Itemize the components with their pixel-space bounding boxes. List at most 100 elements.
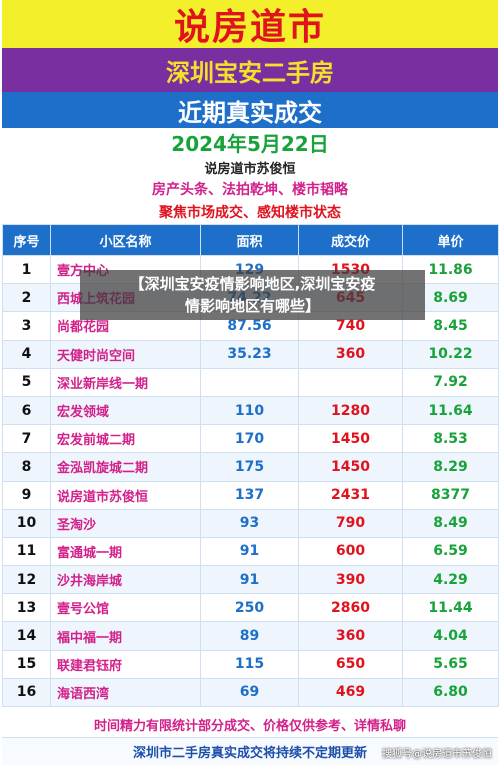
table-row: 7 宏发前城二期 170 1450 8.53 <box>2 424 499 454</box>
cell-index: 5 <box>2 367 51 397</box>
cell-price <box>298 367 403 397</box>
cell-price: 600 <box>298 536 403 567</box>
cell-unit-price: 4.04 <box>402 621 499 651</box>
table-header-row: 序号 小区名称 面积 成交价 单价 <box>2 224 499 256</box>
cell-price: 1450 <box>298 424 403 454</box>
cell-index: 9 <box>2 480 51 510</box>
cell-index: 8 <box>2 452 51 482</box>
table-row: 6 宏发领域 110 1280 11.64 <box>2 395 499 426</box>
cell-unit-price: 7.92 <box>402 367 499 397</box>
cell-area: 93 <box>200 508 299 538</box>
brand-title: 说房道市 <box>2 0 498 48</box>
cell-price: 360 <box>298 339 403 369</box>
cell-price: 469 <box>298 677 403 708</box>
date-label: 2024年5月22日 <box>171 131 329 156</box>
cell-community: 金泓凯旋城二期 <box>50 452 201 482</box>
cell-unit-price: 8.49 <box>402 508 499 538</box>
cell-index: 6 <box>2 395 51 426</box>
cell-price: 2860 <box>298 593 403 623</box>
table-row: 16 海语西湾 69 469 6.80 <box>2 677 499 708</box>
cell-unit-price: 6.59 <box>402 536 499 567</box>
cell-area: 110 <box>200 395 299 426</box>
cell-area: 69 <box>200 677 299 708</box>
cell-index: 15 <box>2 649 51 679</box>
cell-area: 91 <box>200 536 299 567</box>
cell-unit-price: 11.44 <box>402 593 499 623</box>
cell-community: 说房道市苏俊恒 <box>50 480 201 510</box>
cell-unit-price: 10.22 <box>402 339 499 369</box>
cell-index: 3 <box>2 311 51 341</box>
author-label: 说房道市苏俊恒 <box>204 161 296 177</box>
cell-area: 35.23 <box>200 339 299 369</box>
cell-area: 137 <box>200 480 299 510</box>
cell-index: 7 <box>2 424 51 454</box>
cell-index: 11 <box>2 536 51 567</box>
cell-community: 宏发前城二期 <box>50 424 201 454</box>
caption-overlay: 【深圳宝安疫情影响地区,深圳宝安疫 情影响地区有哪些】 <box>80 270 425 320</box>
cell-price: 790 <box>298 508 403 538</box>
footer-note: 时间精力有限统计部分成交、价格仅供参考、详情私聊 <box>93 718 406 734</box>
caption-line-2: 情影响地区有哪些】 <box>184 297 320 315</box>
cell-unit-price: 8.53 <box>402 424 499 454</box>
cell-community: 深业新岸线一期 <box>50 367 201 397</box>
cell-unit-price: 11.64 <box>402 395 499 426</box>
cell-index: 14 <box>2 621 51 651</box>
subtitle-banner: 深圳宝安二手房 <box>2 48 498 92</box>
section-banner: 近期真实成交 <box>2 92 498 128</box>
cell-community: 富通城一期 <box>50 536 201 567</box>
cell-price: 1280 <box>298 395 403 426</box>
cell-price: 650 <box>298 649 403 679</box>
table-row: 4 天健时尚空间 35.23 360 10.22 <box>2 339 499 369</box>
tagline-primary: 房产头条、法拍乾坤、楼市韬略 <box>152 182 348 198</box>
header-unit-price: 单价 <box>402 224 499 256</box>
cell-index: 13 <box>2 593 51 623</box>
table-row: 9 说房道市苏俊恒 137 2431 8377 <box>2 480 499 510</box>
cell-area: 89 <box>200 621 299 651</box>
cell-unit-price: 4.29 <box>402 565 499 595</box>
cell-price: 2431 <box>298 480 403 510</box>
cell-community: 沙井海岸城 <box>50 565 201 595</box>
watermark: 搜狐号@说房道市苏俊恒 <box>382 749 492 760</box>
table-row: 12 沙井海岸城 91 390 4.29 <box>2 565 499 595</box>
header-price: 成交价 <box>298 224 403 256</box>
cell-area: 175 <box>200 452 299 482</box>
cell-community: 天健时尚空间 <box>50 339 201 369</box>
cell-unit-price: 8.29 <box>402 452 499 482</box>
table-row: 11 富通城一期 91 600 6.59 <box>2 536 499 567</box>
cell-unit-price: 6.80 <box>402 677 499 708</box>
cell-price: 360 <box>298 621 403 651</box>
cell-index: 4 <box>2 339 51 369</box>
table-row: 14 福中福一期 89 360 4.04 <box>2 621 499 651</box>
cell-area: 170 <box>200 424 299 454</box>
caption-line-1: 【深圳宝安疫情影响地区,深圳宝安疫 <box>129 275 376 293</box>
cell-index: 1 <box>2 254 51 285</box>
header-community: 小区名称 <box>50 224 201 256</box>
cell-unit-price: 5.65 <box>402 649 499 679</box>
cell-community: 海语西湾 <box>50 677 201 708</box>
cell-price: 1450 <box>298 452 403 482</box>
header-area: 面积 <box>200 224 299 256</box>
cell-area: 115 <box>200 649 299 679</box>
cell-index: 12 <box>2 565 51 595</box>
footer-update: 深圳市二手房真实成交将持续不定期更新 <box>2 737 498 765</box>
cell-community: 圣淘沙 <box>50 508 201 538</box>
cell-unit-price: 8377 <box>402 480 499 510</box>
cell-community: 壹号公馆 <box>50 593 201 623</box>
cell-area: 91 <box>200 565 299 595</box>
table-row: 8 金泓凯旋城二期 175 1450 8.29 <box>2 452 499 482</box>
table-row: 5 深业新岸线一期 7.92 <box>2 367 499 397</box>
cell-index: 16 <box>2 677 51 708</box>
cell-area <box>200 367 299 397</box>
table-row: 15 联建君钰府 115 650 5.65 <box>2 649 499 679</box>
table-row: 13 壹号公馆 250 2860 11.44 <box>2 593 499 623</box>
cell-community: 宏发领域 <box>50 395 201 426</box>
table-row: 10 圣淘沙 93 790 8.49 <box>2 508 499 538</box>
tagline-secondary: 聚焦市场成交、感知楼市状态 <box>159 205 341 221</box>
header-index: 序号 <box>2 224 51 256</box>
cell-price: 390 <box>298 565 403 595</box>
cell-index: 2 <box>2 283 51 313</box>
cell-community: 联建君钰府 <box>50 649 201 679</box>
cell-area: 250 <box>200 593 299 623</box>
cell-index: 10 <box>2 508 51 538</box>
